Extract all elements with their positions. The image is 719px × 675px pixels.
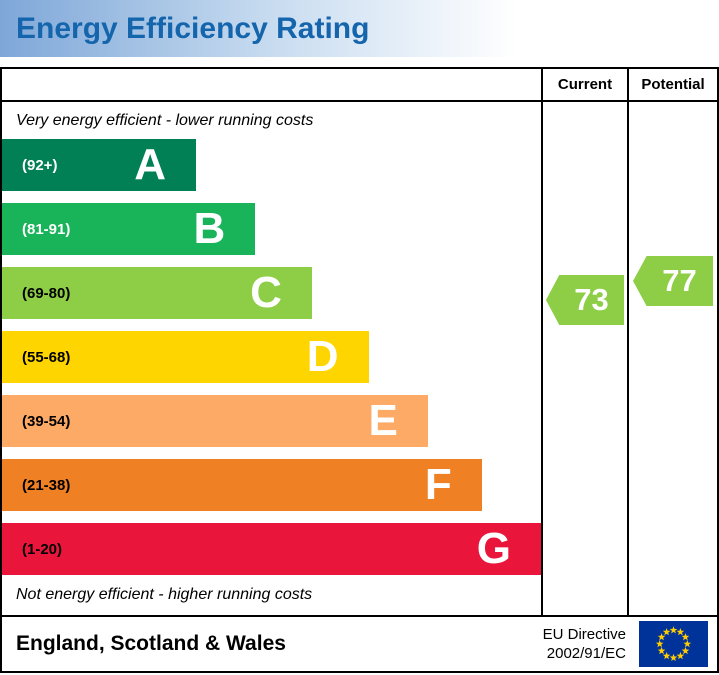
header-potential: Potential [627,69,717,102]
band-range: (55-68) [22,348,71,366]
band-b: (81-91) B [2,203,256,255]
top-note: Very energy efficient - lower running co… [16,112,314,129]
band-letter: B [193,204,226,253]
band-letter: D [306,332,339,381]
potential-rating-arrow: 77 [633,256,713,306]
band-range: (21-38) [22,476,71,494]
footer-bar: England, Scotland & Wales EU Directive 2… [2,617,717,671]
rating-table: Current Potential Very energy efficient … [2,69,717,617]
chart-title: Energy Efficiency Rating [16,11,370,45]
band-letter: E [368,396,398,445]
band-letter: G [476,524,511,573]
header-spacer [2,69,541,102]
chart-frame: Current Potential Very energy efficient … [0,67,719,673]
band-range: (39-54) [22,412,71,430]
header-current: Current [541,69,627,102]
band-g: (1-20) G [2,523,541,575]
eu-directive-line2: 2002/91/EC [546,645,626,662]
current-rating-arrow: 73 [546,275,624,325]
band-letter: F [424,460,452,509]
band-d: (55-68) D [2,331,369,383]
eu-directive-line1: EU Directive [542,625,626,643]
band-letter: C [250,268,282,317]
band-range: (1-20) [22,540,63,558]
band-range: (69-80) [22,284,71,302]
band-range: (92+) [22,156,58,174]
band-f: (21-38) F [2,459,482,511]
bottom-note: Not energy efficient - higher running co… [16,586,313,603]
potential-rating-value: 77 [662,263,697,298]
band-letter: A [134,140,167,189]
band-e: (39-54) E [2,395,428,447]
chart-title-bar: Energy Efficiency Rating [0,0,719,57]
band-c: (69-80) C [2,267,312,319]
current-column: 73 [541,102,627,615]
potential-column: 77 [627,102,717,615]
eu-flag-icon [639,621,708,667]
current-rating-value: 73 [574,282,609,317]
band-range: (81-91) [22,220,71,238]
eu-directive-label: EU Directive 2002/91/EC [543,625,626,664]
region-label: England, Scotland & Wales [16,632,286,655]
band-a: (92+) A [2,139,197,191]
bands-area: Very energy efficient - lower running co… [2,102,541,615]
